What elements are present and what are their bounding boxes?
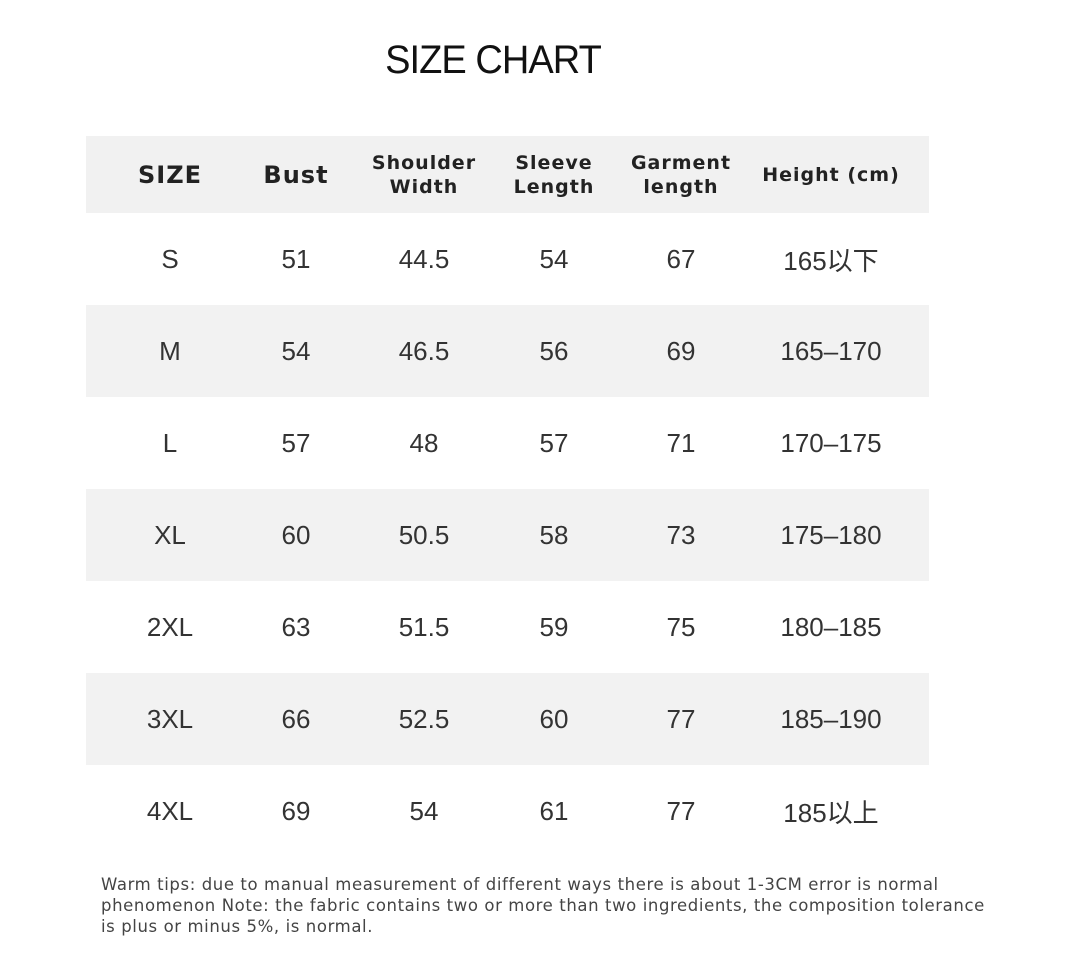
cell-bust: 57: [281, 427, 311, 458]
cell-shoulder-width: 44.5: [398, 243, 450, 274]
table-row: S 51 44.5 54 67 165以下: [86, 213, 929, 305]
cell-bust: 66: [281, 703, 311, 734]
header-height: Height (cm): [762, 163, 900, 186]
cell-height: 185以上: [783, 797, 879, 828]
cell-sleeve-length: 56: [539, 335, 569, 366]
table-row: XL 60 50.5 58 73 175–180: [86, 489, 929, 581]
cell-height: 170–175: [780, 427, 882, 458]
cell-shoulder-width: 46.5: [398, 335, 450, 366]
cell-height: 175–180: [780, 519, 882, 550]
cell-shoulder-width: 54: [409, 795, 439, 826]
page-title: SIZE CHART: [385, 38, 602, 82]
cell-sleeve-length: 57: [539, 427, 569, 458]
header-bust: Bust: [263, 160, 329, 189]
table-row: M 54 46.5 56 69 165–170: [86, 305, 929, 397]
cell-bust: 60: [281, 519, 311, 550]
cell-garment-length: 67: [666, 243, 696, 274]
cell-size: 2XL: [146, 611, 194, 642]
cell-height: 165以下: [783, 245, 879, 276]
header-sleeve-length: Sleeve Length: [513, 151, 595, 198]
cell-garment-length: 69: [666, 335, 696, 366]
cell-sleeve-length: 60: [539, 703, 569, 734]
cell-shoulder-width: 50.5: [398, 519, 450, 550]
cell-shoulder-width: 51.5: [398, 611, 450, 642]
size-table: SIZE Bust Shoulder Width Sleeve Length G…: [86, 136, 929, 857]
cell-sleeve-length: 58: [539, 519, 569, 550]
cell-size: M: [159, 335, 181, 366]
header-shoulder-width: Shoulder Width: [371, 151, 477, 198]
cell-garment-length: 75: [666, 611, 696, 642]
cell-garment-length: 77: [666, 703, 696, 734]
cell-height: 185–190: [780, 703, 882, 734]
cell-sleeve-length: 54: [539, 243, 569, 274]
cell-shoulder-width: 48: [409, 427, 439, 458]
cell-bust: 54: [281, 335, 311, 366]
cell-size: 4XL: [146, 795, 194, 826]
table-row: L 57 48 57 71 170–175: [86, 397, 929, 489]
cell-sleeve-length: 61: [539, 795, 569, 826]
warm-tips-note: Warm tips: due to manual measurement of …: [101, 875, 985, 936]
cell-height: 180–185: [780, 611, 882, 642]
header-garment-length: Garment length: [630, 151, 732, 198]
cell-size: XL: [154, 519, 186, 550]
cell-height: 165–170: [780, 335, 882, 366]
cell-size: L: [162, 427, 178, 458]
cell-bust: 69: [281, 795, 311, 826]
table-row: 2XL 63 51.5 59 75 180–185: [86, 581, 929, 673]
table-row: 4XL 69 54 61 77 185以上: [86, 765, 929, 857]
cell-bust: 51: [281, 243, 311, 274]
header-size: SIZE: [137, 160, 202, 189]
cell-sleeve-length: 59: [539, 611, 569, 642]
table-header-row: SIZE Bust Shoulder Width Sleeve Length G…: [86, 136, 929, 213]
cell-garment-length: 73: [666, 519, 696, 550]
table-row: 3XL 66 52.5 60 77 185–190: [86, 673, 929, 765]
cell-size: S: [161, 243, 179, 274]
cell-garment-length: 71: [666, 427, 696, 458]
cell-shoulder-width: 52.5: [398, 703, 450, 734]
cell-garment-length: 77: [666, 795, 696, 826]
cell-bust: 63: [281, 611, 311, 642]
cell-size: 3XL: [146, 703, 194, 734]
